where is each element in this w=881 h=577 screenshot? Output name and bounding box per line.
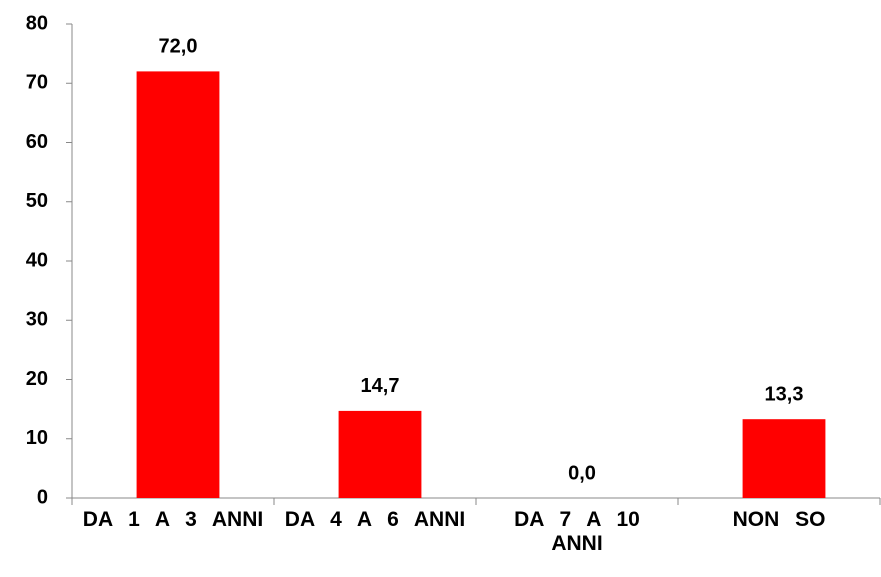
value-label: 13,3 — [765, 383, 804, 405]
y-tick-label: 20 — [26, 368, 48, 390]
y-tick-label: 70 — [26, 72, 48, 94]
bar — [742, 419, 826, 498]
value-label: 72,0 — [159, 36, 198, 58]
value-label: 0,0 — [568, 462, 596, 484]
y-tick-label: 10 — [26, 427, 48, 449]
x-tick-label: DA 4 A 6 ANNI — [284, 508, 466, 531]
y-tick-label: 80 — [26, 12, 48, 34]
y-tick-label: 30 — [26, 309, 48, 331]
y-tick-label: 40 — [26, 249, 48, 271]
x-tick-label: DA 7 A 10 ANNI — [514, 508, 640, 555]
value-label: 14,7 — [361, 375, 400, 397]
y-tick-label: 50 — [26, 190, 48, 212]
x-tick-label: NON SO — [732, 508, 826, 531]
bar — [136, 71, 220, 499]
y-tick-label: 0 — [37, 486, 48, 508]
y-tick-label: 60 — [26, 131, 48, 153]
bar — [338, 410, 422, 498]
x-tick-label: DA 1 A 3 ANNI — [82, 508, 264, 531]
